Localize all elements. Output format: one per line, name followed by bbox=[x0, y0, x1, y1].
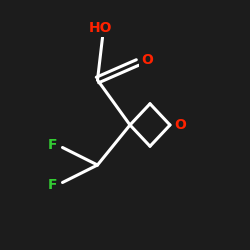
Text: O: O bbox=[174, 118, 186, 132]
Text: O: O bbox=[142, 53, 154, 67]
Text: HO: HO bbox=[88, 20, 112, 34]
Text: F: F bbox=[48, 138, 57, 152]
Text: F: F bbox=[48, 178, 57, 192]
